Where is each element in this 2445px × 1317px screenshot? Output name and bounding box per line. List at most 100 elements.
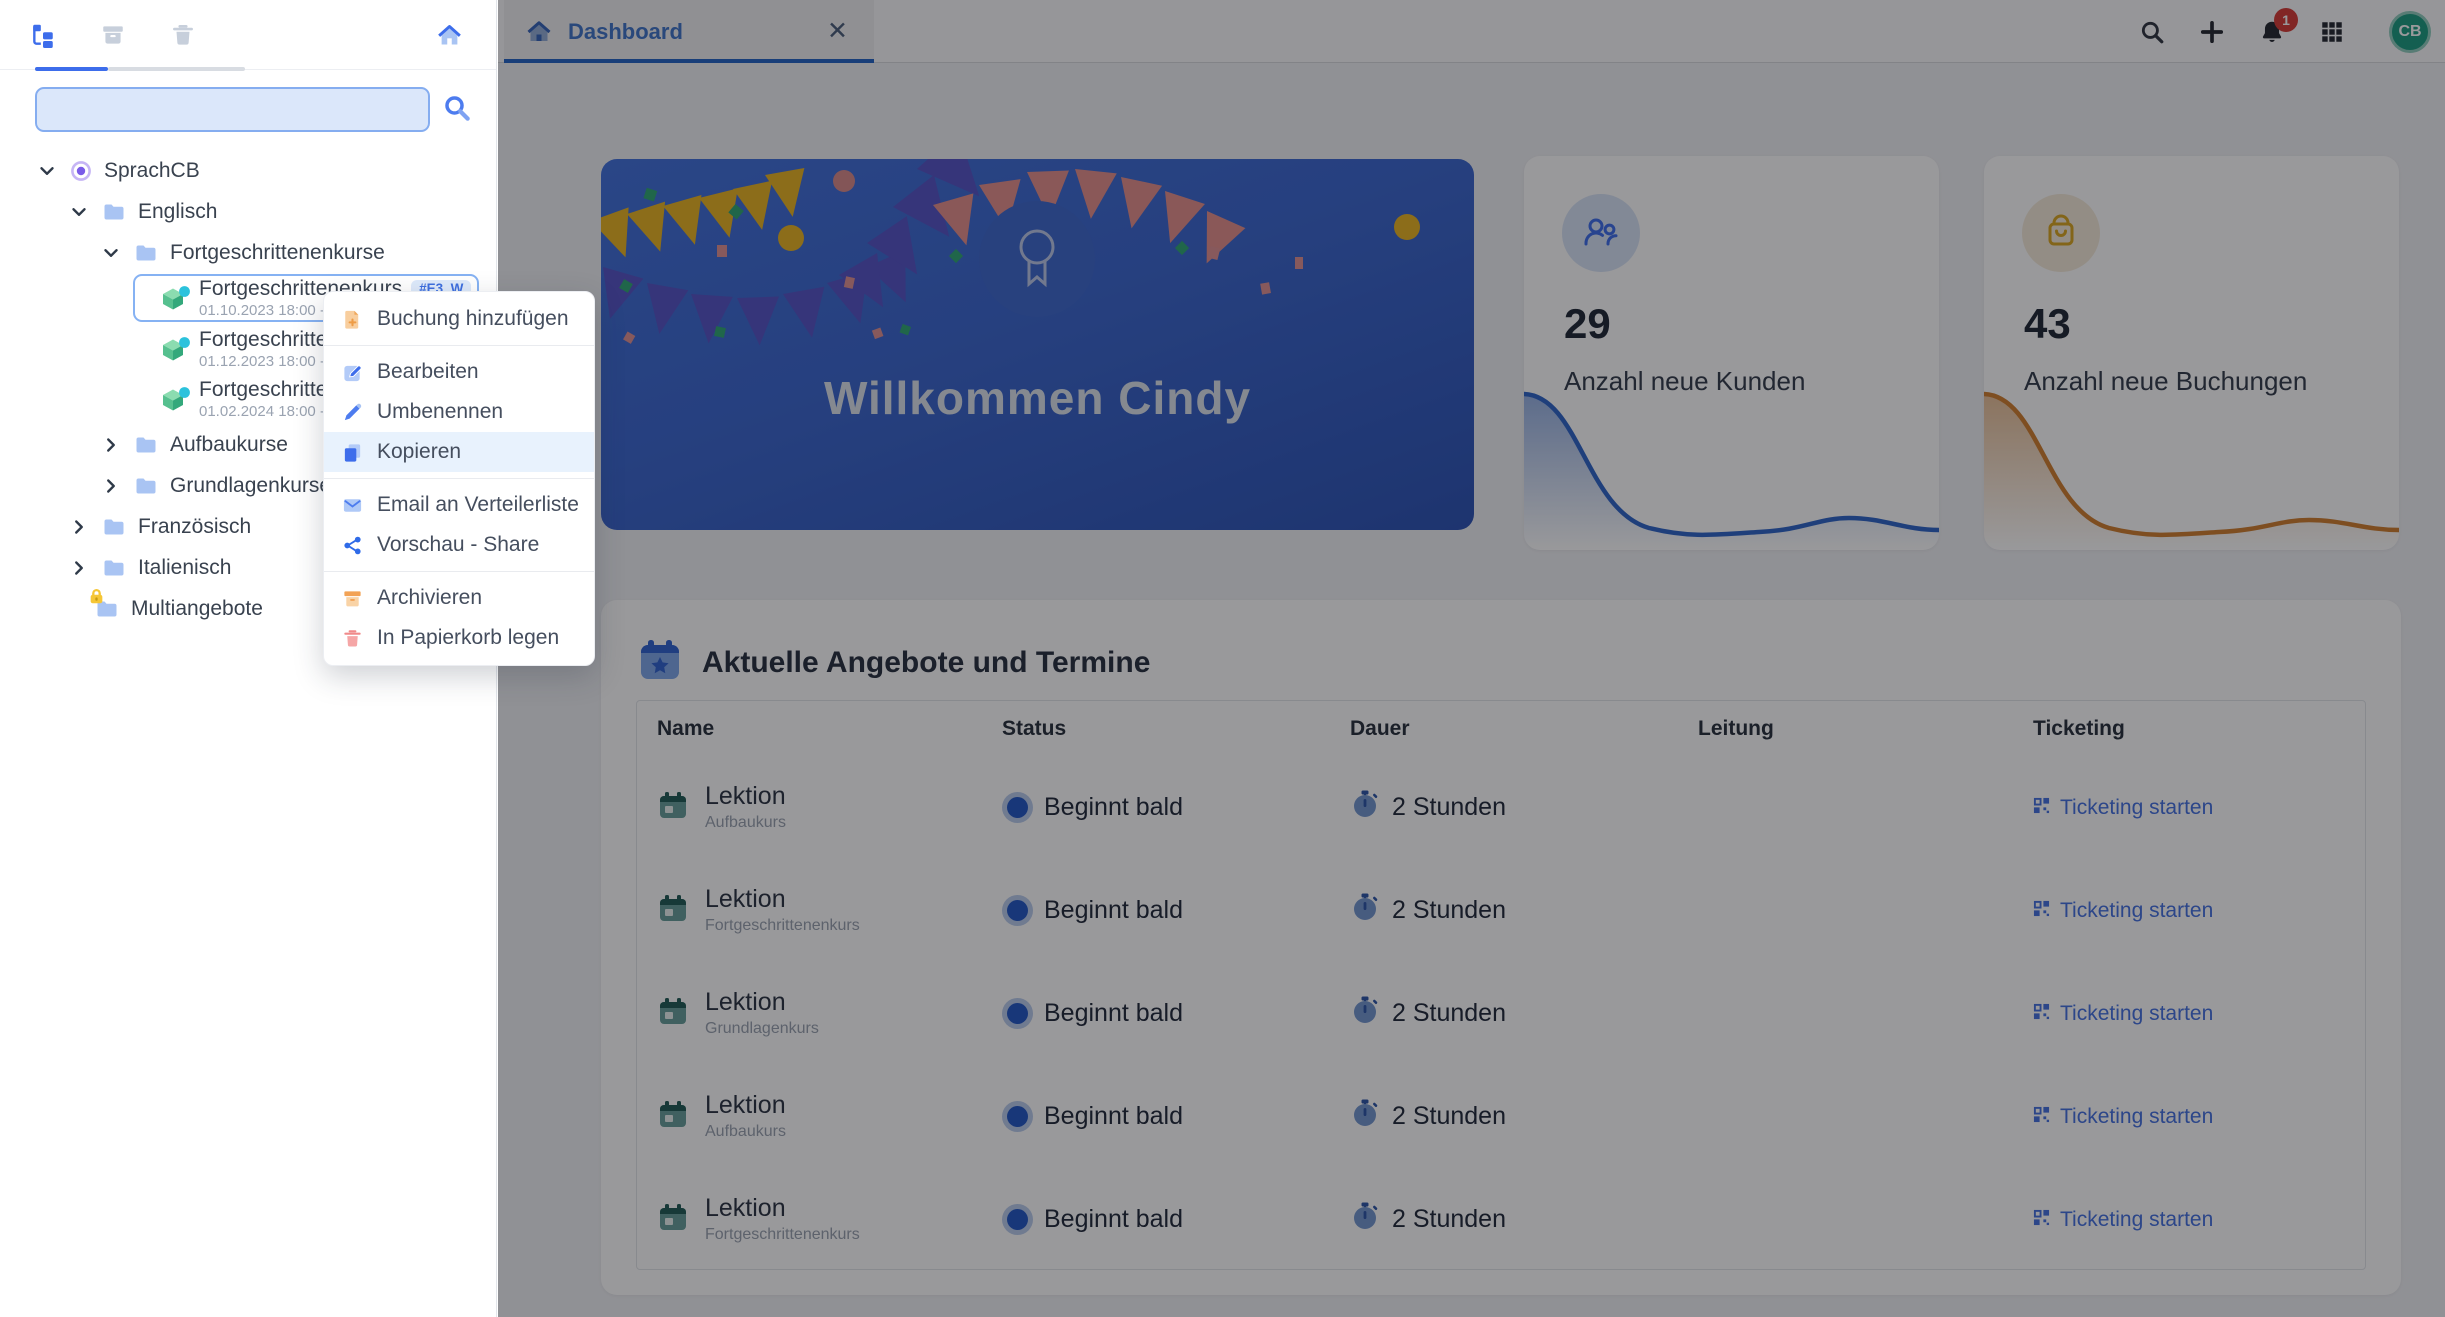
stopwatch-icon xyxy=(1350,1098,1380,1135)
tree-item-label: Englisch xyxy=(138,199,218,223)
duration-text: 2 Stunden xyxy=(1392,999,1506,1027)
ticketing-start-link[interactable]: Ticketing starten xyxy=(2033,1002,2365,1026)
notification-badge: 1 xyxy=(2274,7,2298,32)
stat-label: Anzahl neue Buchungen xyxy=(2024,366,2308,396)
tree-item-label: SprachCB xyxy=(104,158,200,182)
menu-item-email-verteilerliste[interactable]: Email an Verteilerliste xyxy=(324,485,594,525)
stopwatch-icon xyxy=(1350,1201,1380,1238)
sparkline-blue xyxy=(1524,391,1939,550)
copy-icon xyxy=(344,443,361,462)
search-input[interactable] xyxy=(35,87,430,132)
archive-icon[interactable] xyxy=(100,22,126,48)
add-icon[interactable] xyxy=(2199,19,2225,45)
menu-item-papierkorb[interactable]: In Papierkorb legen xyxy=(324,618,594,658)
home-icon[interactable] xyxy=(436,22,462,48)
context-menu: Buchung hinzufügen Bearbeiten Umbenennen… xyxy=(323,291,595,666)
status-dot xyxy=(1007,797,1028,818)
menu-divider xyxy=(324,345,594,346)
ticketing-start-link[interactable]: Ticketing starten xyxy=(2033,1105,2365,1129)
table-row: Lektion Aufbaukurs Beginnt bald 2 Stunden… xyxy=(637,1065,2365,1168)
section-title: Aktuelle Angebote und Termine xyxy=(702,645,1151,679)
tree-item-italienisch[interactable]: Italienisch xyxy=(0,547,496,588)
menu-item-buchung-hinzufuegen[interactable]: Buchung hinzufügen xyxy=(324,299,594,339)
menu-item-bearbeiten[interactable]: Bearbeiten xyxy=(324,352,594,392)
calendar-star-icon xyxy=(636,636,684,689)
welcome-banner: Willkommen Cindy xyxy=(601,159,1474,530)
notifications-bell-icon[interactable]: 1 xyxy=(2259,7,2298,45)
chevron-right-icon[interactable] xyxy=(100,475,122,497)
menu-item-umbenennen[interactable]: Umbenennen xyxy=(324,392,594,432)
tree-item-sprachcb[interactable]: SprachCB xyxy=(0,150,496,191)
column-header-status: Status xyxy=(1002,716,1067,740)
trash-icon[interactable] xyxy=(170,22,196,48)
status-dot xyxy=(1007,900,1028,921)
lesson-name: Lektion xyxy=(705,885,786,914)
home-icon xyxy=(526,19,552,45)
course-dates: 01.10.2023 18:00 - 29. xyxy=(199,301,350,319)
status-dot xyxy=(1007,1003,1028,1024)
apps-grid-icon[interactable] xyxy=(2319,19,2345,45)
lesson-calendar-icon xyxy=(657,892,689,929)
folder-icon xyxy=(97,601,117,616)
folder-icon xyxy=(134,474,158,498)
folder-icon xyxy=(102,515,126,539)
chevron-down-icon[interactable] xyxy=(36,160,58,182)
tree-item-multiangebote[interactable]: Multiangebote xyxy=(0,588,496,629)
duration-text: 2 Stunden xyxy=(1392,896,1506,924)
status-text: Beginnt bald xyxy=(1044,1102,1184,1130)
chevron-right-icon[interactable] xyxy=(68,516,90,538)
tree-view-icon[interactable] xyxy=(30,22,56,48)
search-icon[interactable] xyxy=(440,93,474,127)
folder-icon xyxy=(134,433,158,457)
chevron-right-icon[interactable] xyxy=(68,557,90,579)
menu-item-vorschau-share[interactable]: Vorschau - Share xyxy=(324,525,594,565)
mail-icon xyxy=(343,498,362,512)
lock-icon xyxy=(88,587,105,604)
pencil-icon xyxy=(344,403,362,420)
avatar[interactable]: CB xyxy=(2389,10,2431,53)
table-row: Lektion Grundlagenkurs Beginnt bald 2 Stu… xyxy=(637,962,2365,1065)
chevron-down-icon[interactable] xyxy=(68,201,90,223)
ticketing-start-link[interactable]: Ticketing starten xyxy=(2033,1208,2365,1232)
share-icon xyxy=(344,536,361,554)
tree-item-label: Aufbaukurse xyxy=(170,432,288,456)
tree-item-franzoesisch[interactable]: Französisch xyxy=(0,506,496,547)
users-icon xyxy=(1562,194,1640,272)
tab-dashboard[interactable]: Dashboard ✕ xyxy=(504,0,874,63)
dashboard-content: Willkommen Cindy 29 Anzahl neue Kunden xyxy=(498,63,2445,1317)
lesson-name: Lektion xyxy=(705,1194,786,1223)
active-tab-indicator xyxy=(35,67,108,71)
search-icon[interactable] xyxy=(2139,19,2165,45)
status-text: Beginnt bald xyxy=(1044,1205,1184,1233)
stopwatch-icon xyxy=(1350,789,1380,826)
sidebar-toolbar xyxy=(0,0,496,71)
menu-item-kopieren[interactable]: Kopieren xyxy=(324,432,594,472)
tree-item-aufbaukurse[interactable]: Aufbaukurse xyxy=(0,424,496,465)
ticketing-start-link[interactable]: Ticketing starten xyxy=(2033,899,2365,923)
table-row: Lektion Fortgeschrittenenkurs Beginnt bal… xyxy=(637,1168,2365,1269)
lesson-calendar-icon xyxy=(657,789,689,826)
lesson-calendar-icon xyxy=(657,1201,689,1238)
tree-item-fortgeschrittenenkurse[interactable]: Fortgeschrittenenkurse xyxy=(0,232,496,273)
lesson-name: Lektion xyxy=(705,988,786,1017)
close-icon[interactable]: ✕ xyxy=(827,17,848,45)
tree-item-englisch[interactable]: Englisch xyxy=(0,191,496,232)
column-header-ticketing: Ticketing xyxy=(2033,716,2125,740)
ticketing-start-link[interactable]: Ticketing starten xyxy=(2033,796,2365,820)
lesson-category: Fortgeschrittenenkurs xyxy=(705,1225,860,1243)
stopwatch-icon xyxy=(1350,995,1380,1032)
status-text: Beginnt bald xyxy=(1044,896,1184,924)
menu-divider xyxy=(324,571,594,572)
tab-bar: Dashboard ✕ 1 CB xyxy=(498,0,2445,63)
lesson-name: Lektion xyxy=(705,782,786,811)
menu-item-archivieren[interactable]: Archivieren xyxy=(324,578,594,618)
duration-text: 2 Stunden xyxy=(1392,793,1506,821)
trash-icon xyxy=(344,629,361,647)
chevron-right-icon[interactable] xyxy=(100,434,122,456)
qr-icon xyxy=(2033,899,2050,923)
sparkline-orange xyxy=(1984,391,2399,550)
tree-item-grundlagenkurse[interactable]: Grundlagenkurse xyxy=(0,465,496,506)
chevron-down-icon[interactable] xyxy=(100,242,122,264)
folder-icon xyxy=(102,556,126,580)
